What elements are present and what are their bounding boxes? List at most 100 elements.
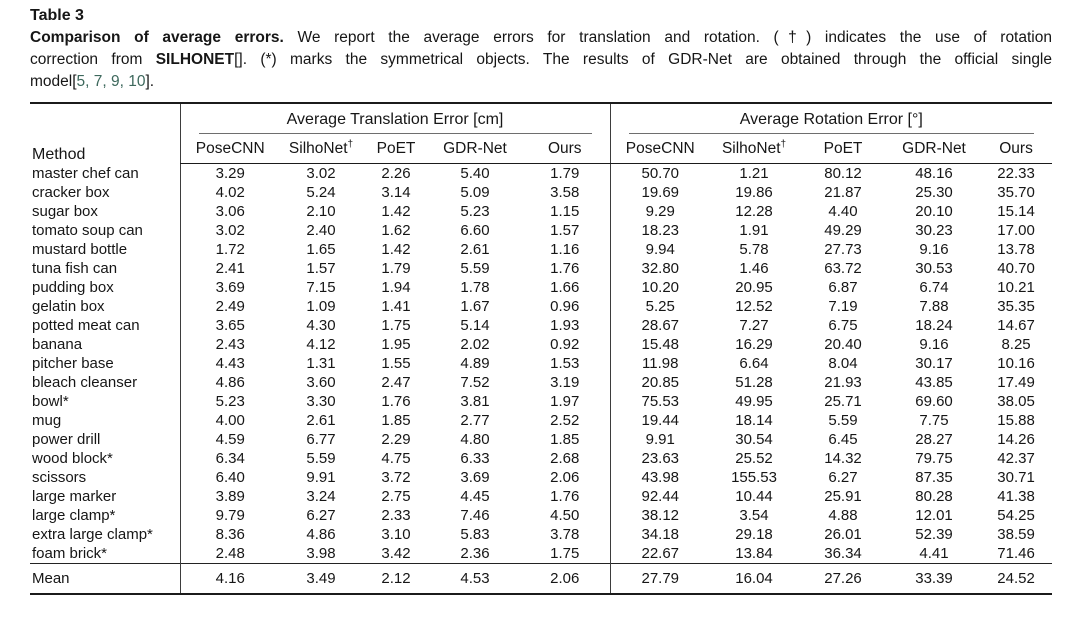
value-cell-rot: 80.12	[824, 165, 862, 182]
value-cell-rot: 35.70	[997, 184, 1035, 201]
method-cell: extra large clamp*	[32, 526, 153, 543]
value-cell-trans: 3.42	[381, 545, 411, 562]
value-cell-rot: 38.05	[997, 393, 1035, 410]
value-cell-trans: 6.77	[306, 431, 336, 448]
column-header-translation-poet: PoET	[362, 134, 430, 164]
value-cell-trans: 3.24	[306, 488, 336, 505]
value-cell-rot: 27.26	[798, 563, 889, 594]
value-cell-rot: 20.95	[735, 279, 773, 296]
value-cell-trans: 1.76	[381, 393, 411, 410]
method-cell: potted meat can	[32, 317, 140, 334]
column-header-translation-ours: Ours	[520, 134, 611, 164]
value-cell-rot: 12.28	[735, 203, 773, 220]
value-cell-rot: 79.75	[915, 450, 953, 467]
value-cell-rot: 20.85	[609, 373, 711, 392]
method-cell: cracker box	[32, 184, 110, 201]
value-cell-trans: 2.40	[306, 222, 336, 239]
method-header: Method	[32, 145, 86, 163]
value-cell-rot: 63.72	[824, 260, 862, 277]
value-cell-rot: 6.75	[828, 317, 858, 334]
table-row: mustard bottle 1.72 1.65 1.42 2.61 1.16 9.94 5.…	[30, 240, 1052, 259]
value-cell-rot: 27.73	[824, 241, 862, 258]
table-row: tuna fish can 2.41 1.57 1.79 5.59 1.76 32.80 1.…	[30, 259, 1052, 278]
table-row: potted meat can 3.65 4.30 1.75 5.14 1.93 28.67…	[30, 316, 1052, 335]
value-cell-rot: 6.87	[828, 279, 858, 296]
value-cell-rot: 1.21	[739, 165, 769, 182]
method-cell: power drill	[32, 431, 101, 448]
value-cell-trans: 3.02	[306, 165, 336, 182]
value-cell-rot: 12.01	[915, 507, 953, 524]
value-cell-trans: 2.48	[179, 544, 280, 564]
value-cell-trans: 4.43	[179, 354, 280, 373]
value-cell-trans: 1.15	[550, 203, 580, 220]
value-cell-rot: 7.75	[919, 412, 949, 429]
value-cell-trans: 1.57	[306, 260, 336, 277]
value-cell-trans: 5.83	[460, 526, 490, 543]
value-cell-trans: 3.06	[179, 202, 280, 221]
value-cell-trans: 1.62	[381, 222, 411, 239]
value-cell-rot: 15.88	[997, 412, 1035, 429]
method-cell: foam brick*	[32, 545, 108, 562]
method-cell: mug	[32, 412, 62, 429]
value-cell-trans: 6.40	[179, 468, 280, 487]
value-cell-trans: 1.53	[550, 355, 580, 372]
method-cell: tuna fish can	[32, 260, 118, 277]
value-cell-rot: 30.17	[915, 355, 953, 372]
caption-text: We report the average errors for transla…	[283, 29, 1052, 46]
value-cell-rot: 51.28	[735, 374, 773, 391]
value-cell-trans: 1.93	[550, 317, 580, 334]
value-cell-trans: 3.30	[306, 393, 336, 410]
value-cell-trans: 4.89	[460, 355, 490, 372]
dagger-mark: †	[780, 138, 787, 150]
caption-text: model[	[30, 73, 77, 90]
value-cell-rot: 20.40	[824, 336, 862, 353]
value-cell-rot: 30.54	[735, 431, 773, 448]
value-cell-trans: 0.92	[550, 336, 580, 353]
value-cell-trans: 2.33	[381, 507, 411, 524]
column-header-translation-silhonet: SilhoNet†	[280, 134, 362, 164]
value-cell-trans: 1.09	[306, 298, 336, 315]
value-cell-rot: 41.38	[997, 488, 1035, 505]
method-cell: Mean	[30, 563, 180, 594]
value-cell-rot: 9.91	[609, 430, 711, 449]
value-cell-rot: 1.46	[739, 260, 769, 277]
value-cell-rot: 11.98	[609, 354, 711, 373]
value-cell-trans: 1.42	[381, 241, 411, 258]
value-cell-trans: 9.91	[306, 469, 336, 486]
value-cell-rot: 19.86	[735, 184, 773, 201]
citation-links[interactable]: 5, 7, 9, 10	[76, 73, 146, 90]
value-cell-trans: 3.19	[550, 374, 580, 391]
value-cell-trans: 7.52	[460, 374, 490, 391]
dagger-mark: †	[347, 138, 354, 150]
value-cell-trans: 1.76	[550, 488, 580, 505]
translation-group-header: Average Translation Error [cm]	[198, 111, 592, 134]
column-header-rotation-silhonet: SilhoNet†	[710, 134, 799, 164]
value-cell-rot: 7.19	[828, 298, 858, 315]
value-cell-rot: 10.16	[997, 355, 1035, 372]
value-cell-trans: 3.58	[550, 184, 580, 201]
table-row: sugar box 3.06 2.10 1.42 5.23 1.15 9.29 12.28 4.…	[30, 202, 1052, 221]
column-header-rotation-gdr-net: GDR-Net	[888, 134, 981, 164]
value-cell-rot: 25.52	[735, 450, 773, 467]
value-cell-trans: 2.52	[550, 412, 580, 429]
column-header-rotation-ours: Ours	[980, 134, 1053, 164]
caption-text: correction from	[30, 51, 156, 68]
value-cell-rot: 13.78	[997, 241, 1035, 258]
value-cell-trans: 1.94	[381, 279, 411, 296]
caption-line-1: Comparison of average errors. We report …	[30, 27, 1052, 49]
value-cell-rot: 4.40	[828, 203, 858, 220]
value-cell-rot: 30.71	[997, 469, 1035, 486]
table-row: bleach cleanser 4.86 3.60 2.47 7.52 3.19 20.85…	[30, 373, 1052, 392]
method-cell: wood block*	[32, 450, 113, 467]
table-row: master chef can 3.29 3.02 2.26 5.40 1.79 50.70…	[30, 163, 1052, 183]
caption-text: ].	[145, 73, 155, 90]
value-cell-trans: 1.76	[550, 260, 580, 277]
method-cell: tomato soup can	[32, 222, 143, 239]
value-cell-rot: 22.33	[997, 165, 1035, 182]
value-cell-trans: 4.75	[381, 450, 411, 467]
value-cell-rot: 5.78	[739, 241, 769, 258]
table-row: mug 4.00 2.61 1.85 2.77 2.52 19.44 18.14 5.59 7.7…	[30, 411, 1052, 430]
value-cell-trans: 1.79	[381, 260, 411, 277]
table-row: cracker box 4.02 5.24 3.14 5.09 3.58 19.69 19.8…	[30, 183, 1052, 202]
table-row: tomato soup can 3.02 2.40 1.62 6.60 1.57 18.23…	[30, 221, 1052, 240]
